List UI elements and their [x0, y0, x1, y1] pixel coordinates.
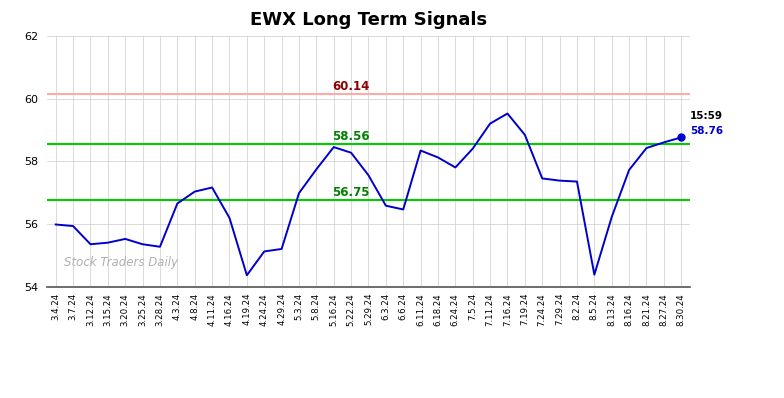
Title: EWX Long Term Signals: EWX Long Term Signals — [250, 11, 487, 29]
Text: 58.76: 58.76 — [690, 126, 723, 136]
Text: Stock Traders Daily: Stock Traders Daily — [64, 256, 179, 269]
Text: 56.75: 56.75 — [332, 186, 370, 199]
Text: 58.56: 58.56 — [332, 130, 370, 142]
Text: 60.14: 60.14 — [332, 80, 370, 93]
Text: 15:59: 15:59 — [690, 111, 723, 121]
